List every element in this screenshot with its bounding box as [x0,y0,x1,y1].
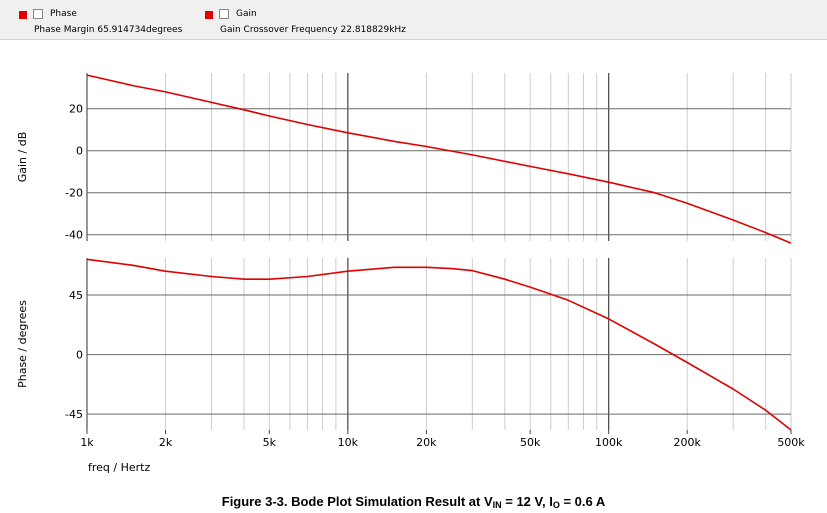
phase-y-tick-label: -45 [65,408,83,421]
phase-legend-label: Phase [50,9,77,19]
x-tick-label: 10k [338,436,359,449]
x-tick-label: 1k [80,436,94,449]
gain-crossover-readout: Gain Crossover Frequency 22.818829kHz [220,25,406,35]
gain-crossover-label: Gain Crossover Frequency [220,25,338,35]
gain-series-line [86,74,792,244]
caption-subscript-o: O [552,500,560,510]
phase-y-axis-label: Phase / degrees [16,300,29,388]
phase-margin-label: Phase Margin [34,25,95,35]
phase-plot-area [87,258,791,430]
bode-plot: 20 0 -20 -40 Gain / dB 45 0 -45 Phase / degrees 1… [16,73,805,474]
figure-caption: Figure 3-3. Bode Plot Simulation Result … [0,494,827,510]
phase-margin-readout: Phase Margin 65.914734degrees [34,25,182,35]
gain-y-tick-label: -40 [65,229,83,242]
x-tick-label: 50k [520,436,541,449]
phase-y-tick-label: 0 [76,349,83,362]
phase-y-tick-label: 45 [69,289,83,302]
x-tick-label: 20k [416,436,437,449]
gain-crossover-value: 22.818829kHz [340,25,406,35]
gain-legend-label: Gain [236,9,257,19]
gain-y-tick-label: 20 [69,103,83,116]
gain-y-tick-label: -20 [65,187,83,200]
gain-y-tick-label: 0 [76,145,83,158]
gain-color-swatch [205,11,213,19]
caption-suffix: = 0.6 A [559,494,606,509]
phase-color-swatch [19,11,27,19]
x-tick-label: 5k [263,436,277,449]
caption-mid: = 12 V, I [501,494,553,509]
gain-y-axis-label: Gain / dB [16,132,29,183]
x-axis-label: freq / Hertz [88,461,150,474]
x-tick-label: 2k [159,436,173,449]
x-tick-label: 200k [674,436,702,449]
phase-visibility-checkbox[interactable] [33,9,43,19]
x-tick-label: 500k [777,436,805,449]
phase-series-line [86,258,792,431]
x-tick-label: 100k [595,436,623,449]
caption-prefix: Figure 3-3. Bode Plot Simulation Result … [221,494,493,509]
caption-subscript-in: IN [492,500,502,510]
gain-visibility-checkbox[interactable] [219,9,229,19]
legend-toolbar: Phase Phase Margin 65.914734degrees Gain… [0,0,827,40]
phase-margin-value: 65.914734degrees [97,25,183,35]
